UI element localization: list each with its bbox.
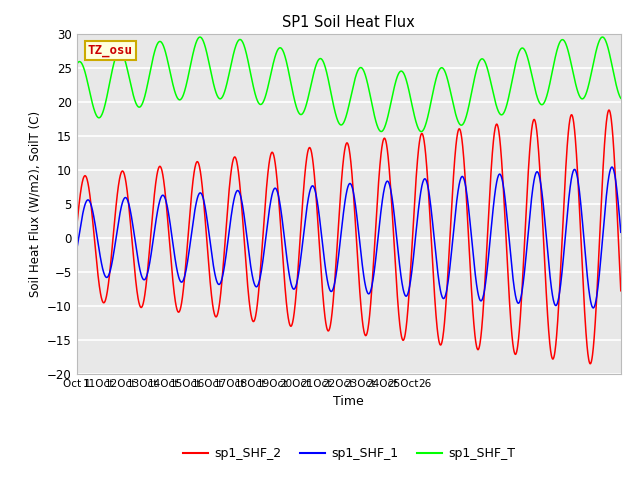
Line: sp1_SHF_T: sp1_SHF_T [77, 37, 621, 132]
sp1_SHF_2 [73, 223, 81, 229]
sp1_SHF_2 [586, 361, 594, 367]
sp1_SHF_1 [501, 196, 509, 202]
sp1_SHF_2 [617, 288, 625, 294]
sp1_SHF_2 [337, 180, 345, 186]
Line: sp1_SHF_1: sp1_SHF_1 [77, 167, 621, 308]
sp1_SHF_T [323, 71, 331, 76]
Y-axis label: Soil Heat Flux (W/m2), SoilT (C): Soil Heat Flux (W/m2), SoilT (C) [29, 111, 42, 297]
sp1_SHF_2 [605, 107, 613, 113]
sp1_SHF_T [100, 104, 108, 109]
sp1_SHF_1 [337, 228, 345, 234]
sp1_SHF_1 [608, 164, 616, 170]
sp1_SHF_1 [601, 207, 609, 213]
Legend: sp1_SHF_2, sp1_SHF_1, sp1_SHF_T: sp1_SHF_2, sp1_SHF_1, sp1_SHF_T [177, 442, 520, 465]
sp1_SHF_1 [323, 275, 331, 281]
sp1_SHF_2 [501, 218, 509, 224]
sp1_SHF_1 [100, 272, 108, 278]
Title: SP1 Soil Heat Flux: SP1 Soil Heat Flux [282, 15, 415, 30]
sp1_SHF_T [502, 107, 509, 112]
Line: sp1_SHF_2: sp1_SHF_2 [77, 110, 621, 364]
sp1_SHF_T [599, 34, 607, 40]
sp1_SHF_T [73, 61, 81, 67]
X-axis label: Time: Time [333, 395, 364, 408]
sp1_SHF_T [602, 38, 609, 44]
sp1_SHF_T [417, 129, 425, 134]
sp1_SHF_T [337, 122, 345, 128]
sp1_SHF_T [617, 96, 625, 101]
sp1_SHF_1 [617, 229, 625, 235]
sp1_SHF_1 [602, 204, 609, 210]
sp1_SHF_2 [100, 300, 108, 305]
sp1_SHF_2 [602, 131, 609, 137]
sp1_SHF_2 [323, 325, 331, 331]
sp1_SHF_T [602, 37, 609, 43]
sp1_SHF_2 [601, 134, 609, 140]
sp1_SHF_1 [589, 305, 597, 311]
sp1_SHF_1 [73, 246, 81, 252]
Text: TZ_osu: TZ_osu [88, 44, 132, 57]
